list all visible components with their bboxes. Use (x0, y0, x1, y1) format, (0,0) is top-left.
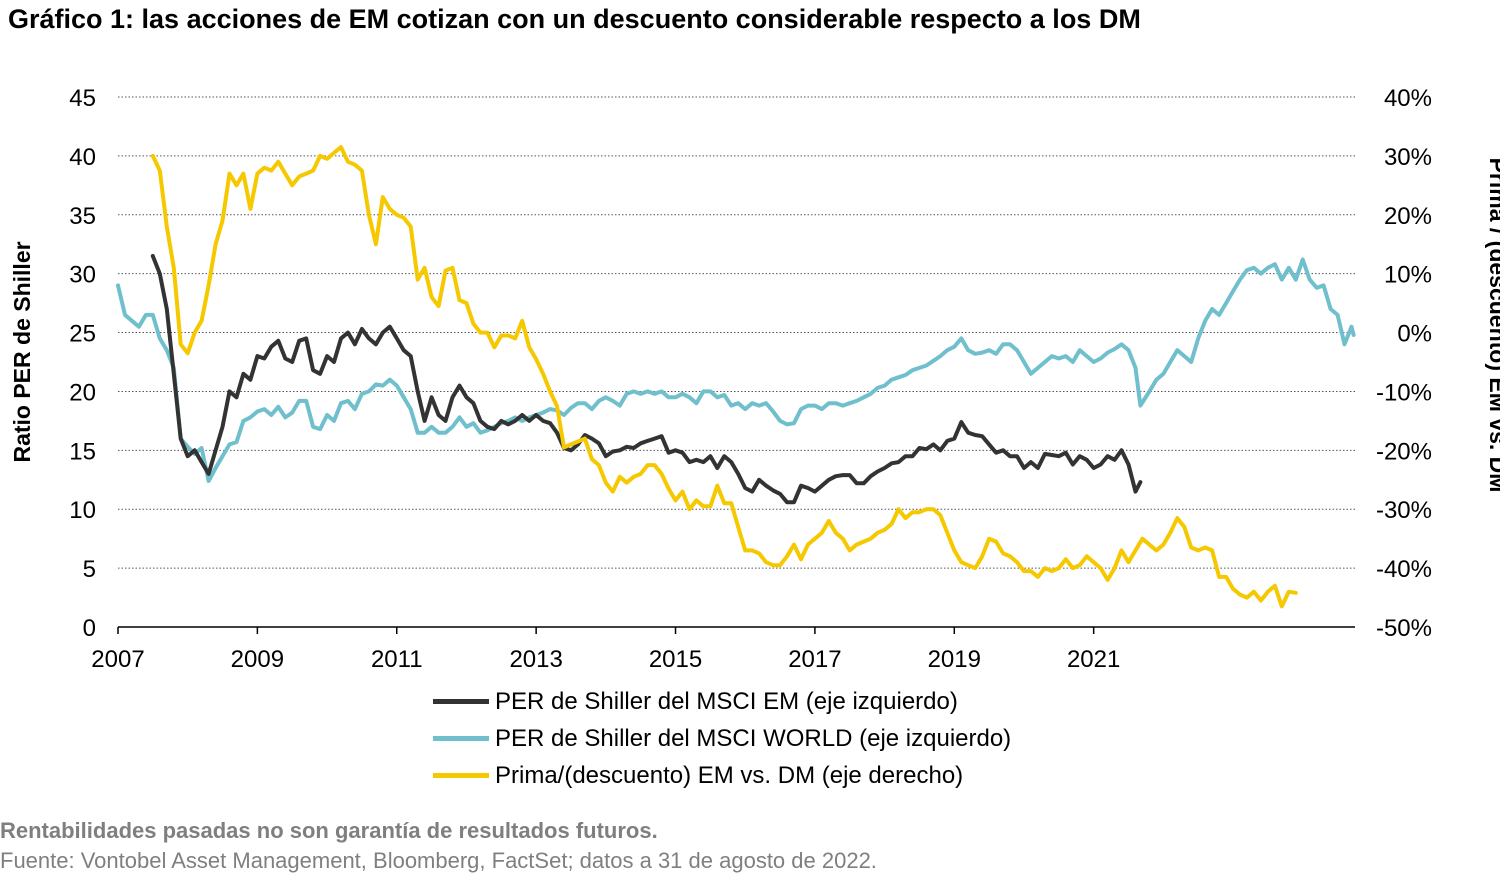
legend-swatch-premium (433, 773, 489, 778)
y-tick-label-right: -50% (1376, 615, 1432, 642)
source-text: Fuente: Vontobel Asset Management, Bloom… (0, 848, 877, 873)
legend-item-premium: Prima/(descuento) EM vs. DM (eje derecho… (433, 757, 1011, 794)
gridlines (118, 96, 1355, 569)
chart-title: Gráfico 1: las acciones de EM cotizan co… (8, 4, 1141, 34)
series-line-msci-world (116, 257, 1356, 483)
series-lines (116, 145, 1356, 609)
y-tick-label-left: 30 (69, 262, 96, 289)
y-tick-label-left: 0 (83, 615, 96, 642)
y-tick-label-right: 20% (1384, 203, 1432, 230)
x-axis: 2007 2009 2011 2013 2015 2017 2019 2021 (91, 626, 1355, 673)
x-tick-label: 2017 (788, 646, 841, 673)
x-tick-label: 2009 (231, 646, 284, 673)
y-tick-label-left: 5 (83, 556, 96, 583)
y-tick-label-right: 0% (1397, 321, 1432, 348)
y-axis-right-ticks: -50% -40% -30% -20% -10% 0% 10% 20% 30% 40% (1376, 85, 1432, 642)
legend-label-premium: Prima/(descuento) EM vs. DM (eje derecho… (495, 761, 964, 789)
series-line-msci-em (150, 254, 1143, 505)
legend-swatch-msci-em (433, 699, 489, 704)
y-tick-label-right: -20% (1376, 438, 1432, 465)
y-tick-label-right: -30% (1376, 497, 1432, 524)
y-tick-label-left: 15 (69, 438, 96, 465)
y-tick-label-left: 10 (69, 497, 96, 524)
legend: PER de Shiller del MSCI EM (eje izquierd… (433, 683, 1011, 794)
y-tick-label-left: 45 (69, 85, 96, 112)
disclaimer-text: Rentabilidades pasadas no son garantía d… (0, 818, 658, 843)
x-tick-label: 2011 (371, 646, 423, 673)
y-tick-label-left: 40 (69, 144, 96, 171)
legend-label-msci-world: PER de Shiller del MSCI WORLD (eje izqui… (495, 724, 1012, 752)
y-tick-label-left: 20 (69, 379, 96, 406)
legend-label-msci-em: PER de Shiller del MSCI EM (eje izquierd… (495, 687, 958, 715)
series-line-premium (150, 145, 1298, 609)
y-axis-left-ticks: 0 5 10 15 20 25 30 35 40 45 (69, 85, 96, 642)
x-tick-label: 2021 (1067, 646, 1120, 673)
y-tick-label-right: -40% (1376, 556, 1432, 583)
x-tick-label: 2015 (649, 646, 702, 673)
y-tick-label-right: 40% (1384, 85, 1432, 112)
x-tick-label: 2007 (91, 646, 144, 673)
y-tick-label-right: 10% (1384, 262, 1432, 289)
x-tick-label: 2013 (509, 646, 562, 673)
y-tick-label-right: -10% (1376, 379, 1432, 406)
legend-item-msci-world: PER de Shiller del MSCI WORLD (eje izqui… (433, 720, 1011, 757)
y-tick-label-left: 35 (69, 203, 96, 230)
y-axis-right-label: Prima / (descuento) EM vs. DM (1485, 158, 1500, 493)
y-tick-label-right: 30% (1384, 144, 1432, 171)
legend-item-msci-em: PER de Shiller del MSCI EM (eje izquierd… (433, 683, 1011, 720)
x-tick-label: 2019 (928, 646, 981, 673)
y-axis-left-label: Ratio PER de Shiller (9, 241, 35, 462)
y-tick-label-left: 25 (69, 321, 96, 348)
legend-swatch-msci-world (433, 736, 489, 741)
